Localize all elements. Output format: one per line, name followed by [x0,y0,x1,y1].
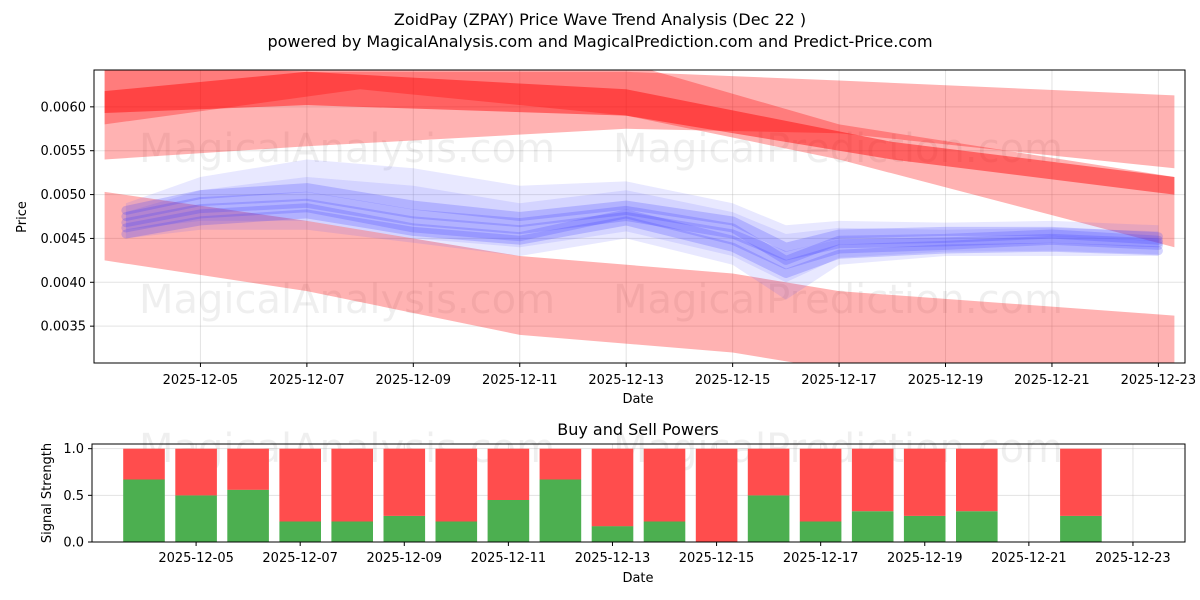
y-tick-label: 0.0 [63,536,84,551]
x-tick-label: 2025-12-21 [1014,373,1090,388]
buy-bar [279,521,321,542]
x-tick-label: 2025-12-17 [783,551,859,566]
sell-bar [903,448,946,516]
x-tick-label: 2025-12-15 [695,373,771,388]
blue-wave-4 [121,183,1163,252]
buy-bar [487,500,530,542]
sell-bar [747,448,790,496]
buy-bar [331,521,373,542]
price-grid [94,70,1185,363]
y-tick-label: 0.0040 [41,276,87,291]
sell-bar [227,448,269,490]
price-plot-area [104,70,1175,363]
bar-chart-title: Buy and Sell Powers [557,420,719,439]
buy-bar [851,511,894,542]
red-lower-band [104,191,1175,363]
y-tick-label: 0.0050 [41,188,87,203]
x-tick-label: 2025-12-05 [158,551,234,566]
x-tick-label: 2025-12-17 [801,373,877,388]
price-axes-frame [93,69,1186,364]
x-tick-label: 2025-12-19 [908,373,984,388]
x-tick-label: 2025-12-21 [991,551,1067,566]
sell-bar [279,448,321,522]
watermark-text: MagicalAnalysis.com [139,277,555,323]
x-tick-label: 2025-12-07 [262,551,338,566]
bar-plot-area [123,448,1102,542]
x-tick-label: 2025-12-11 [471,551,547,566]
red-upper-band-3 [104,71,1175,195]
x-tick-label: 2025-12-23 [1121,373,1197,388]
x-tick-label: 2025-12-13 [588,373,664,388]
buy-bar [956,511,998,542]
watermark-text: MagicalPrediction.com [613,126,1063,172]
x-tick-label: 2025-12-23 [1095,551,1171,566]
sell-bar [695,448,738,542]
buy-bar [747,495,790,542]
price-watermarks: MagicalAnalysis.com MagicalPrediction.co… [139,126,1063,323]
blue-band [125,177,1159,283]
buy-bar [799,521,842,542]
blue-wave-5 [121,198,1163,261]
y-tick-label: 0.0055 [41,144,87,159]
x-tick-label: 2025-12-11 [482,373,558,388]
y-tick-label: 1.0 [63,442,84,457]
buy-bar [175,495,217,542]
y-tick-label: 0.0060 [41,100,87,115]
price-ticks: 2025-12-05 2025-12-07 2025-12-09 2025-12-11… [41,100,1197,388]
y-tick-label: 0.0045 [41,232,87,247]
sell-bar [123,448,165,480]
sell-bar [643,448,686,522]
blue-wave-1 [121,191,1163,265]
watermark-text: MagicalPrediction.com [613,277,1063,323]
x-tick-label: 2025-12-05 [163,373,239,388]
chart-title: ZoidPay (ZPAY) Price Wave Trend Analysis… [394,10,806,29]
watermark-text: MagicalAnalysis.com [139,126,555,172]
buy-bar [1060,515,1102,542]
buy-bar [643,521,686,542]
sell-bar [539,448,582,480]
bar-ylabel: Signal Strength [40,443,55,543]
buy-bar [539,479,582,542]
price-xlabel: Date [622,392,653,407]
sell-bar [331,448,373,522]
chart-subtitle: powered by MagicalAnalysis.com and Magic… [267,32,932,51]
sell-bar [956,448,998,512]
red-upper-band-1 [104,70,1175,169]
sell-bar [799,448,842,522]
sell-bar [851,448,894,512]
blue-wave-3 [121,209,1163,278]
bar-ticks: 2025-12-05 2025-12-07 2025-12-09 2025-12-11… [63,442,1170,566]
y-tick-label: 0.5 [63,489,84,504]
buy-bar [591,526,634,542]
buy-bar [903,515,946,542]
y-tick-label: 0.0035 [41,320,87,335]
bar-axes-frame [91,443,1186,543]
sell-bar [591,448,634,527]
buy-bar [123,479,165,542]
buy-bar [383,515,426,542]
x-tick-label: 2025-12-13 [575,551,651,566]
blue-band [125,159,1159,300]
x-tick-label: 2025-12-07 [269,373,345,388]
buy-bar [227,489,269,542]
x-tick-label: 2025-12-15 [679,551,755,566]
sell-bar [487,448,530,500]
x-tick-label: 2025-12-09 [367,551,443,566]
sell-bar [175,448,217,496]
sell-bar [1060,448,1102,516]
x-tick-label: 2025-12-09 [376,373,452,388]
buy-bar [435,521,478,542]
sell-bar [435,448,478,522]
blue-wave-2 [121,203,1163,270]
red-upper-band-2 [104,70,1175,248]
x-tick-label: 2025-12-19 [887,551,963,566]
sell-bar [383,448,426,516]
bar-xlabel: Date [622,571,653,586]
price-ylabel: Price [15,201,30,233]
